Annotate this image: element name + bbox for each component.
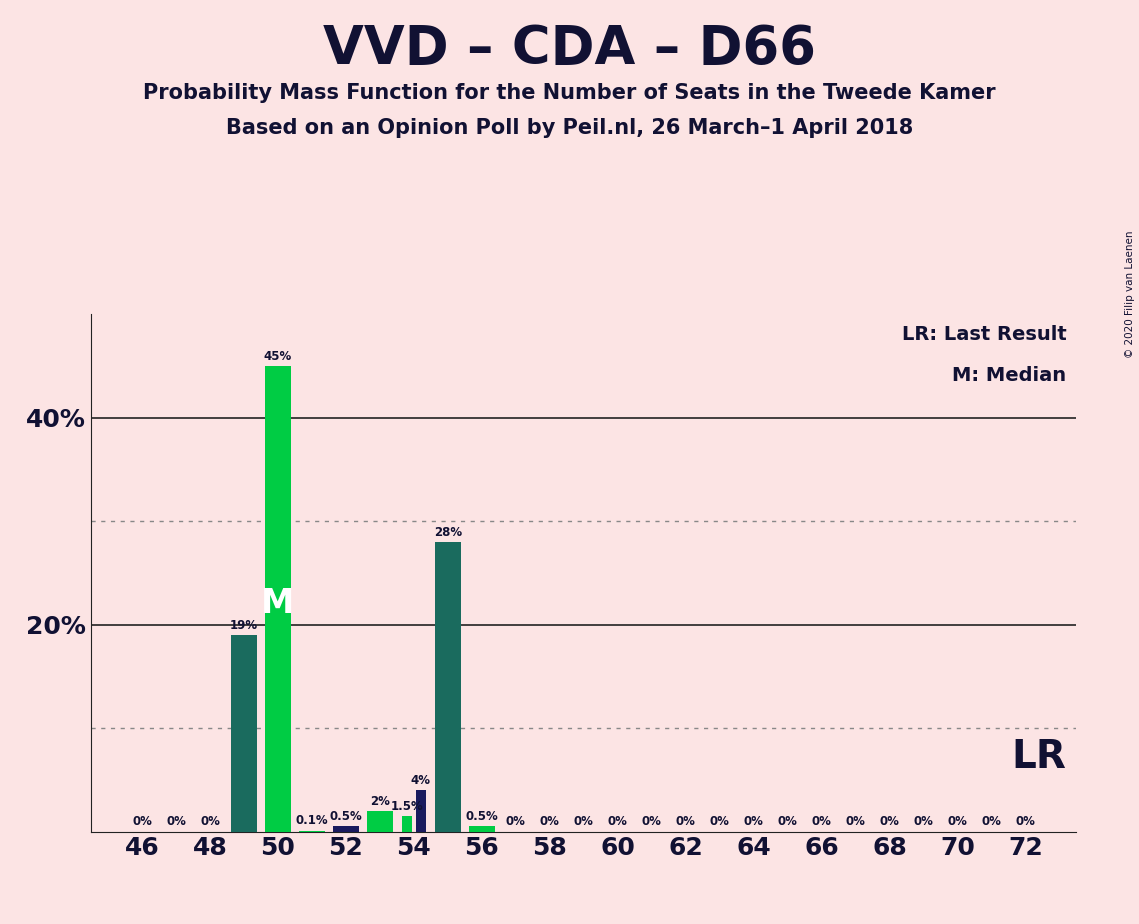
Bar — [334, 826, 359, 832]
Bar — [367, 811, 393, 832]
Text: 0%: 0% — [845, 816, 866, 829]
Text: Probability Mass Function for the Number of Seats in the Tweede Kamer: Probability Mass Function for the Number… — [144, 83, 995, 103]
Bar — [300, 831, 325, 832]
Text: 0%: 0% — [913, 816, 934, 829]
Text: 0.5%: 0.5% — [466, 810, 498, 823]
Text: 0%: 0% — [166, 816, 186, 829]
Text: VVD – CDA – D66: VVD – CDA – D66 — [323, 23, 816, 75]
Text: 28%: 28% — [434, 526, 462, 539]
Text: M: M — [261, 588, 295, 620]
Bar — [469, 826, 494, 832]
Text: LR: LR — [1011, 738, 1066, 776]
Text: 4%: 4% — [411, 774, 431, 787]
Text: Based on an Opinion Poll by Peil.nl, 26 March–1 April 2018: Based on an Opinion Poll by Peil.nl, 26 … — [226, 118, 913, 139]
Text: 0%: 0% — [675, 816, 696, 829]
Text: 0%: 0% — [506, 816, 526, 829]
Text: 0%: 0% — [200, 816, 220, 829]
Text: 1.5%: 1.5% — [391, 800, 424, 813]
Text: 0%: 0% — [574, 816, 593, 829]
Bar — [402, 816, 412, 832]
Text: 0%: 0% — [812, 816, 831, 829]
Bar — [231, 635, 256, 832]
Text: 0%: 0% — [778, 816, 797, 829]
Text: 0%: 0% — [744, 816, 763, 829]
Text: 2%: 2% — [370, 795, 390, 808]
Text: 19%: 19% — [230, 619, 259, 632]
Text: 45%: 45% — [264, 350, 292, 363]
Text: 0%: 0% — [948, 816, 967, 829]
Text: 0%: 0% — [982, 816, 1001, 829]
Text: 0%: 0% — [608, 816, 628, 829]
Bar — [416, 790, 426, 832]
Text: 0%: 0% — [540, 816, 559, 829]
Text: 0%: 0% — [1016, 816, 1035, 829]
Text: 0%: 0% — [132, 816, 151, 829]
Text: © 2020 Filip van Laenen: © 2020 Filip van Laenen — [1125, 231, 1134, 359]
Text: 0%: 0% — [641, 816, 662, 829]
Bar — [265, 366, 290, 832]
Text: 0.5%: 0.5% — [329, 810, 362, 823]
Text: M: Median: M: Median — [952, 366, 1066, 385]
Bar — [435, 541, 460, 832]
Text: 0.1%: 0.1% — [296, 814, 328, 828]
Text: 0%: 0% — [710, 816, 730, 829]
Text: 0%: 0% — [879, 816, 900, 829]
Text: LR: Last Result: LR: Last Result — [902, 324, 1066, 344]
